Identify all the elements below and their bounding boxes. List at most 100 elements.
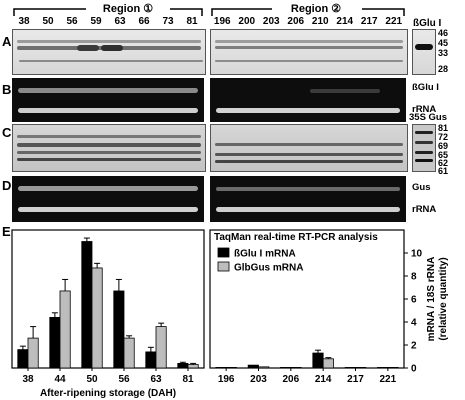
panel-letter-b: B: [2, 82, 12, 97]
panel-letter-e: E: [2, 224, 11, 239]
bar-bglu-203: [247, 364, 259, 369]
lane-label-73: 73: [162, 16, 174, 27]
x-tick-label-217: 217: [347, 374, 364, 385]
bar-glbgus-38: [27, 337, 39, 369]
y-tick-label-0: 0: [411, 364, 417, 375]
x-tick-label-214: 214: [315, 374, 332, 385]
panel-letter-d: D: [2, 178, 12, 193]
bar-glbgus-81: [187, 364, 199, 369]
lane-label-38: 38: [18, 16, 30, 27]
legend-label-2: GlbGus mRNA: [234, 263, 303, 274]
row-label-c-top: 35S Gus: [409, 112, 448, 123]
x-axis-label: After-ripening storage (DAH): [40, 388, 176, 399]
lane-label-203: 203: [262, 16, 280, 27]
x-tick-label-221: 221: [379, 374, 396, 385]
region-1-header: Region ①: [102, 3, 154, 15]
mw-marker-28: 28: [438, 64, 449, 74]
row-label-d-top: Gus: [412, 182, 431, 193]
y-tick-label-2: 2: [411, 341, 417, 352]
lane-label-196: 196: [213, 16, 231, 27]
bar-bglu-50: [81, 241, 93, 369]
row-label-b-top: ßGlu I: [412, 82, 439, 93]
region-2-header: Region ②: [290, 3, 342, 15]
bar-bglu-221: [377, 367, 389, 369]
bar-glbgus-214: [322, 358, 334, 369]
mw-marker-45: 45: [438, 38, 449, 48]
northern-blot-d-region-2: [210, 176, 406, 222]
y-tick-label-10: 10: [411, 249, 423, 260]
mw-marker-33: 33: [438, 48, 449, 58]
bar-glbgus-44: [59, 290, 71, 369]
lane-label-206: 206: [287, 16, 305, 27]
northern-blot-d-region-1: [12, 176, 204, 222]
y-tick-label-4: 4: [411, 318, 417, 329]
lane-label-66: 66: [138, 16, 150, 27]
bar-bglu-196: [215, 367, 227, 369]
x-tick-label-81: 81: [182, 374, 194, 385]
mw-marker-69: 69: [438, 141, 449, 151]
y-axis-label: mRNA / 18S rRNA(relative quantity): [426, 257, 449, 342]
legend-swatch-1: [217, 247, 230, 258]
lane-label-63: 63: [114, 16, 126, 27]
lane-label-81: 81: [186, 16, 198, 27]
bar-glbgus-50: [91, 267, 103, 369]
row-label-b-bottom: rRNA: [412, 104, 437, 115]
x-tick-label-196: 196: [218, 374, 235, 385]
lane-label-200: 200: [238, 16, 256, 27]
lane-label-217: 217: [360, 16, 378, 27]
mw-marker-72: 72: [438, 132, 449, 142]
legend-label-1: ßGlu I mRNA: [234, 249, 296, 260]
lane-label-56: 56: [66, 16, 78, 27]
bar-glbgus-206: [290, 367, 302, 369]
bar-bglu-63: [145, 351, 157, 369]
mw-marker-62: 62: [438, 158, 449, 168]
y-axis-label-line-1: mRNA / 18S rRNA: [426, 257, 437, 342]
bar-glbgus-203: [258, 366, 270, 369]
panel-letter-c: C: [2, 125, 12, 140]
mw-marker-46: 46: [438, 28, 449, 38]
y-axis-label-line-2: (relative quantity): [438, 257, 449, 340]
bar-glbgus-196: [225, 367, 237, 369]
western-blot-c-region-2: [210, 124, 408, 172]
antibody-label: ßGlu I: [413, 18, 442, 29]
region-brackets: [13, 8, 405, 16]
y-tick-label-8: 8: [411, 272, 417, 283]
lane-label-214: 214: [336, 16, 354, 27]
lane-label-221: 221: [385, 16, 403, 27]
legend-swatch-2: [217, 261, 230, 272]
x-tick-label-63: 63: [150, 374, 162, 385]
chart-title: TaqMan real-time RT-PCR analysis: [214, 232, 378, 243]
bar-chart: 38 44 50 56 63 81 196 203 206 214 217 221 0 2 4 6 8 10mRN…: [11, 229, 449, 399]
bar-bglu-56: [113, 290, 125, 369]
plot-frame-1: [11, 229, 205, 369]
x-tick-label-50: 50: [86, 374, 98, 385]
lane-label-50: 50: [42, 16, 54, 27]
bar-glbgus-217: [355, 367, 367, 369]
x-tick-label-203: 203: [250, 374, 267, 385]
mw-marker-61: 61: [438, 166, 449, 176]
x-tick-label-206: 206: [282, 374, 299, 385]
panel-letter-a: A: [2, 34, 12, 49]
western-blot-c-control: [412, 124, 436, 172]
row-label-d-bottom: rRNA: [412, 204, 437, 215]
western-blot-region-1: [12, 29, 206, 75]
western-blot-control: [412, 29, 436, 75]
lane-label-59: 59: [90, 16, 102, 27]
mw-marker-81: 81: [438, 123, 449, 133]
western-blot-c-region-1: [12, 124, 206, 172]
bar-glbgus-221: [387, 367, 399, 369]
lane-label-210: 210: [311, 16, 329, 27]
bar-bglu-206: [280, 367, 292, 369]
bar-glbgus-56: [123, 337, 135, 369]
x-tick-label-44: 44: [54, 374, 66, 385]
bar-bglu-44: [49, 317, 61, 369]
x-tick-label-38: 38: [22, 374, 34, 385]
x-tick-label-56: 56: [118, 374, 130, 385]
northern-blot-b-region-1: [12, 78, 204, 122]
mw-marker-65: 65: [438, 150, 449, 160]
bar-glbgus-63: [155, 326, 167, 369]
western-blot-region-2: [210, 29, 408, 75]
bar-bglu-214: [312, 352, 324, 369]
bar-bglu-81: [177, 362, 189, 369]
bar-bglu-217: [344, 367, 356, 369]
